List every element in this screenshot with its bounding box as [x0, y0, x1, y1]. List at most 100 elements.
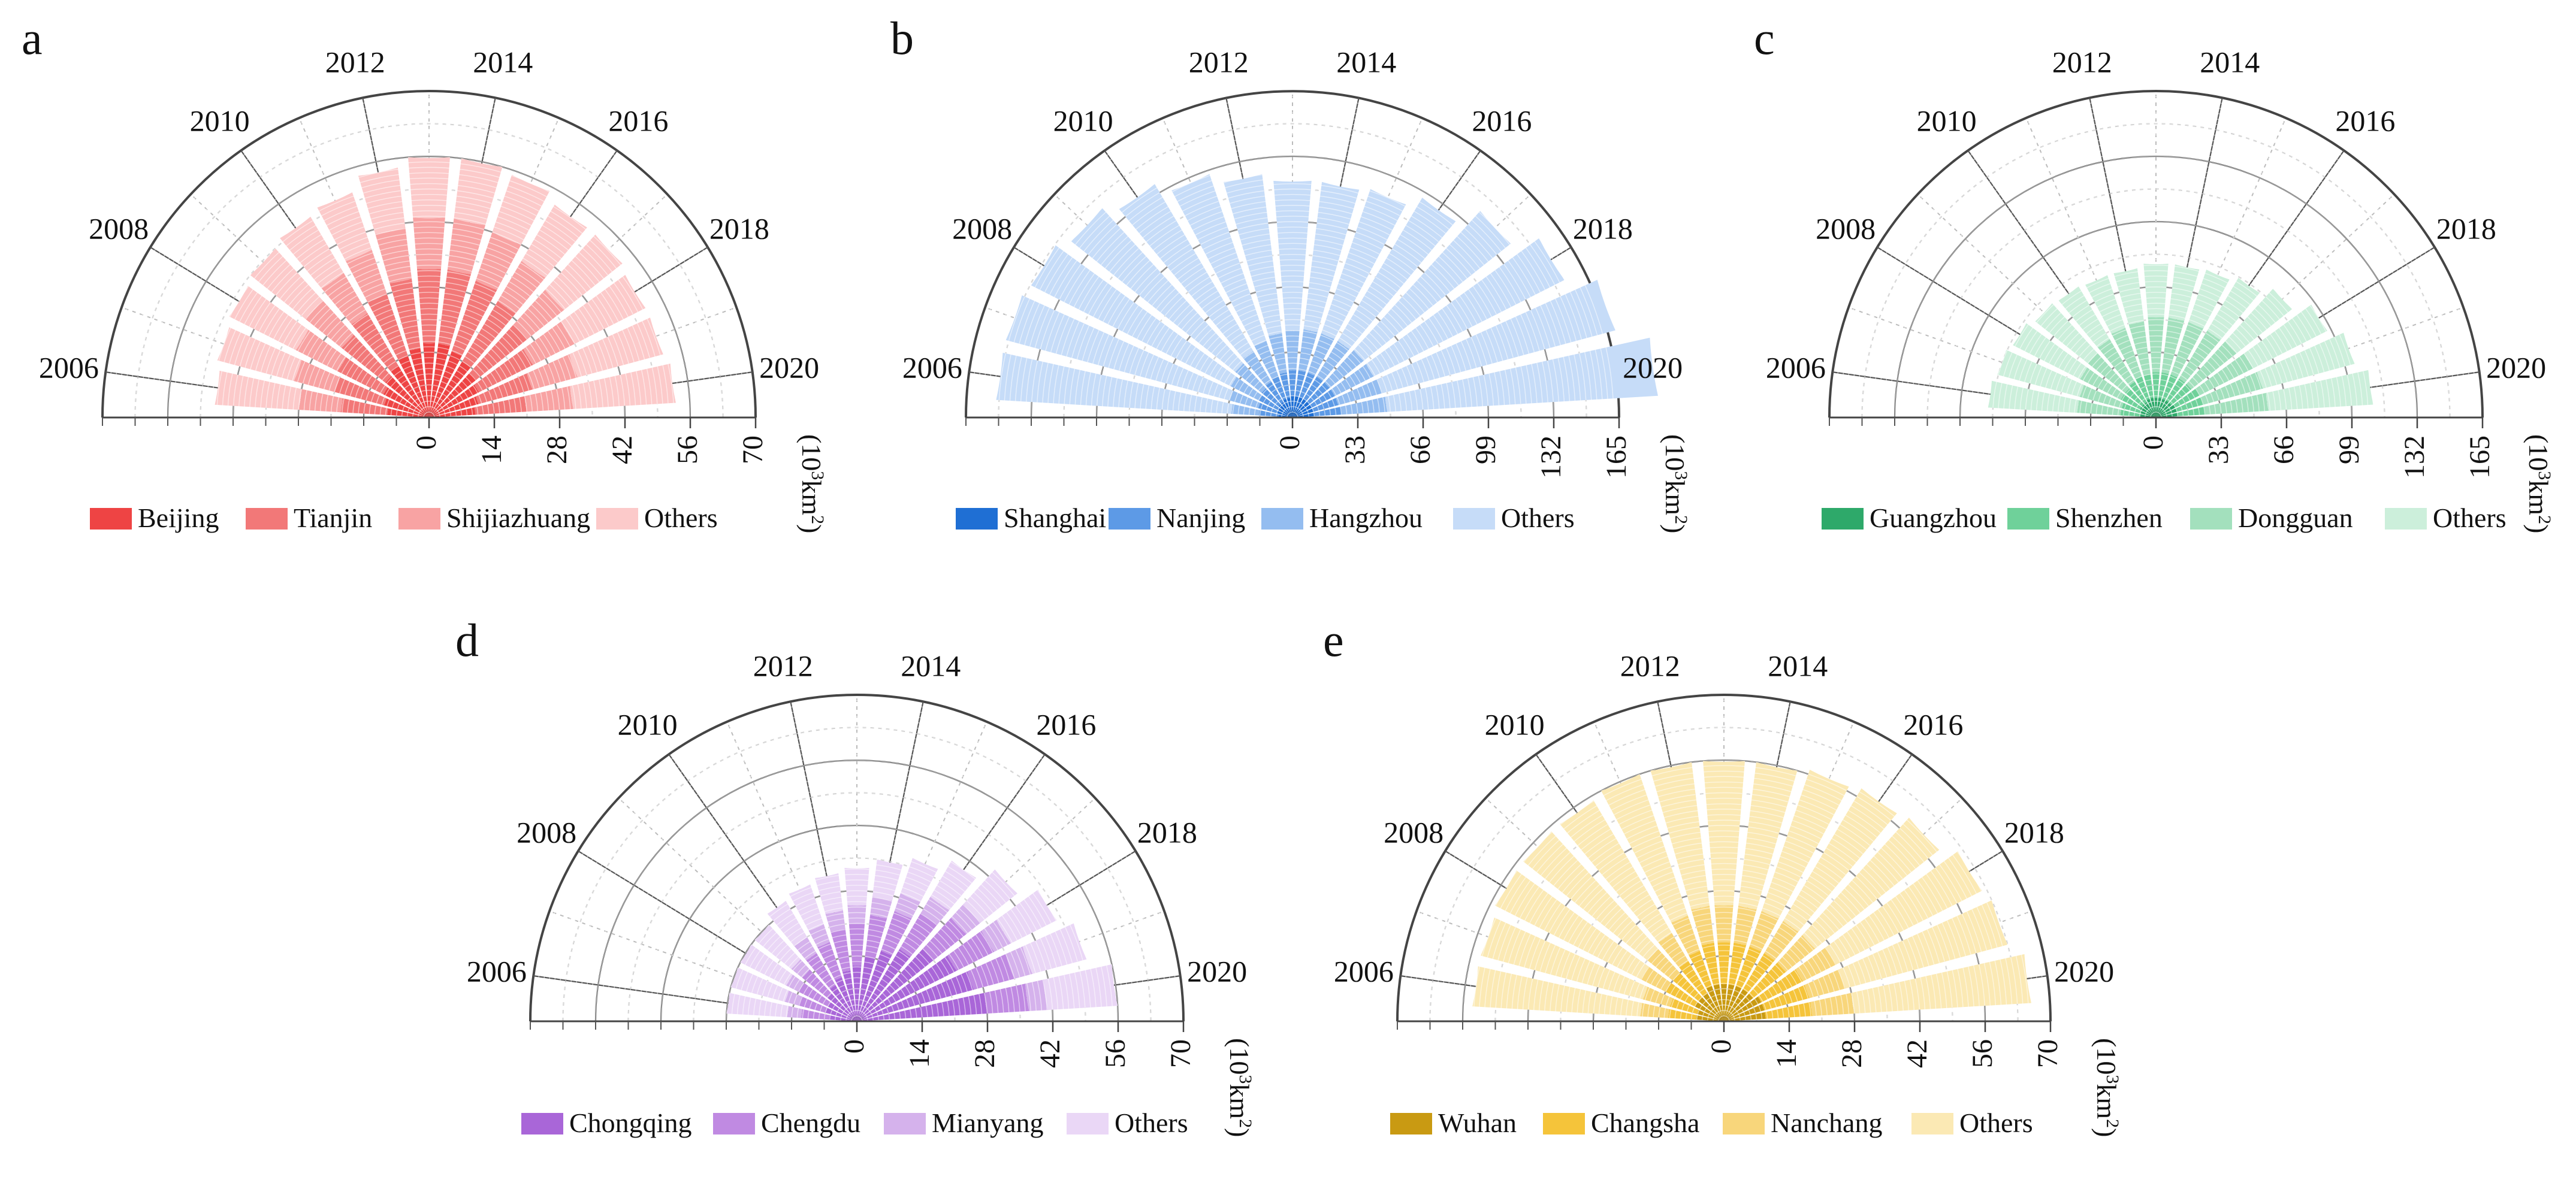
bar-segment-nanjing-2007	[1258, 403, 1278, 414]
legend-swatch-shanghai	[956, 508, 998, 530]
bar-stripe	[319, 308, 539, 418]
bar-stripe	[406, 395, 452, 418]
legend-swatch-changsha	[1543, 1113, 1585, 1134]
bar-segment-wuhan-2009	[1698, 997, 1724, 1021]
bar-stripe	[1932, 193, 2380, 418]
bar-segment-nanjing-2010	[1266, 382, 1284, 404]
bar-stripe	[551, 716, 1162, 1022]
bar-segment-shenzhen-2008	[2121, 394, 2142, 410]
bar-stripe	[1685, 983, 1763, 1022]
bar-stripe	[1237, 363, 1348, 418]
bar-stripe	[1014, 140, 1571, 418]
bar-stripe	[1080, 205, 1505, 418]
bar-segment-others-2008	[1494, 870, 1649, 979]
legend-swatch-nanjing	[1109, 508, 1150, 530]
legend-label-others: Others	[1501, 503, 1575, 533]
bar-stripe	[796, 961, 917, 1022]
radial-axis: 0 14 28 42 56 70	[410, 417, 769, 464]
bar-segment-shenzhen-2015	[2162, 374, 2178, 400]
bar-segment-changsha-2010	[1679, 961, 1708, 997]
bar-stripe	[818, 983, 896, 1022]
bar-segment-others-2017	[1354, 211, 1511, 361]
unit-unit_base: (10	[2523, 434, 2554, 471]
year-label-2016: 2016	[1036, 708, 1096, 742]
bar-segment-wuhan-2015	[1724, 986, 1742, 1021]
radial-tick-label: 14	[1771, 1039, 1802, 1068]
legend-swatch-shijiazhuang	[398, 508, 440, 530]
bar-stripe	[423, 412, 435, 418]
bar-stripe	[1834, 96, 2478, 418]
year-label-2012: 2012	[2052, 46, 2112, 79]
bar-stripe	[358, 346, 500, 418]
radial-axis: 0 33 66 99 132 165	[1274, 417, 1632, 479]
bar-stripe	[1943, 205, 2369, 418]
bar-stripe	[2139, 401, 2173, 418]
legend-label-hangzhou: Hangzhou	[1309, 503, 1423, 533]
bar-stripe	[107, 96, 751, 418]
bar-stripe	[791, 955, 923, 1022]
panel-d: d 2006 2008 2010 2012 2014 2016 2018 2020 0 14 28 42…	[455, 614, 1256, 1138]
radial-tick-label: 42	[606, 435, 638, 464]
radial-tick-label: 165	[2464, 435, 2496, 479]
bar-stripe	[1690, 988, 1757, 1022]
bar-segment-chongqing-2009	[828, 993, 857, 1021]
bar-segment-changsha-2013	[1717, 942, 1731, 985]
legend-label-chengdu: Chengdu	[761, 1108, 860, 1138]
bar-segment-mianyang-2013	[847, 904, 866, 924]
bar-segment-shijiazhuang-2012	[375, 228, 412, 283]
bar-stripe	[1199, 324, 1386, 418]
bar-segment-dongguan-2010	[2097, 339, 2135, 386]
bar-stripe	[1965, 226, 2347, 418]
bar-stripe	[1533, 830, 1915, 1022]
bar-stripe	[1598, 895, 1850, 1022]
bar-segment-wuhan-2010	[1703, 993, 1724, 1021]
bar-segment-tianjin-2020	[474, 396, 527, 415]
bar-segment-nanchang-2013	[1714, 904, 1734, 943]
unit-label: (103km2)	[1660, 434, 1692, 533]
legend-swatch-others	[596, 508, 638, 530]
bar-stripes	[1402, 700, 2046, 1022]
legend-swatch-mianyang	[884, 1113, 926, 1134]
bar-segment-others-2019	[1022, 923, 1087, 974]
bar-stripe	[1418, 716, 2030, 1022]
year-label-2020: 2020	[2486, 351, 2546, 385]
bar-stripe	[222, 210, 636, 418]
bar-segment-others-2014	[2168, 264, 2200, 321]
bar-stripe	[1899, 161, 2412, 418]
legend: Guangzhou Shenzhen Dongguan Others	[1822, 503, 2506, 533]
bar-segment-others-2018	[2243, 304, 2327, 369]
bar-segment-dongguan-2016	[2179, 330, 2221, 383]
bar-stripe	[546, 710, 1168, 1022]
bar-segment-others-2007	[217, 327, 302, 382]
year-label-2006: 2006	[902, 351, 962, 385]
bar-stripe	[363, 352, 495, 418]
bar-segment-dongguan-2018	[2196, 353, 2254, 395]
bar-stripe	[633, 797, 1081, 1022]
bar-stripes	[971, 96, 1614, 417]
year-label-2020: 2020	[759, 351, 819, 385]
year-label-2016: 2016	[2335, 104, 2395, 138]
bar-segment-mianyang-2014	[870, 896, 893, 919]
bar-stripe	[1560, 857, 1888, 1022]
bar-stripe	[709, 874, 1004, 1022]
bar-segment-guangzhou-2009	[2142, 404, 2156, 417]
bar-segment-changsha-2011	[1689, 951, 1712, 989]
bar-stripe	[254, 243, 604, 418]
year-label-2016: 2016	[1472, 104, 1532, 138]
unit-label: (103km2)	[2523, 434, 2555, 533]
bar-stripe	[1674, 972, 1774, 1022]
legend-label-beijing: Beijing	[138, 503, 219, 533]
bar-segment-shanghai-2010	[1281, 402, 1292, 417]
bar-stripe	[216, 205, 642, 418]
bar-stripe	[200, 188, 659, 418]
unit-unit_base: (10	[1660, 434, 1690, 471]
bar-stripe	[249, 237, 609, 418]
unit-unit_exp2: 2	[1672, 515, 1692, 524]
unit-unit_tail: km	[2091, 1084, 2122, 1119]
bar-segment-beijing-2015	[429, 351, 462, 417]
bar-stripe	[1926, 188, 2385, 418]
radial-tick-label: 99	[1470, 435, 1502, 464]
unit-unit_exp: 3	[2103, 1075, 2123, 1084]
bar-stripe	[2133, 395, 2179, 418]
bar-segment-nanchang-2006	[1640, 1003, 1669, 1018]
